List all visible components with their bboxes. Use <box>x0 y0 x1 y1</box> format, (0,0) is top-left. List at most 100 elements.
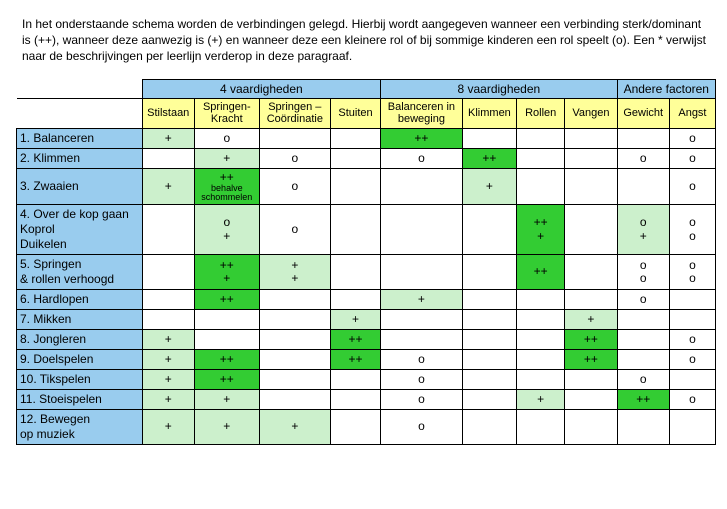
cell-value: ++ <box>348 332 362 346</box>
cell-value: o <box>673 272 712 285</box>
matrix-cell: +++ <box>194 255 259 290</box>
matrix-cell <box>259 310 330 330</box>
cell-value: o <box>621 272 666 285</box>
table-row: 9. Doelspelen+++++o++o <box>17 350 716 370</box>
cell-value: + <box>537 392 544 406</box>
row-label: 9. Doelspelen <box>17 350 143 370</box>
matrix-cell: o <box>669 390 715 410</box>
cell-value: + <box>520 230 561 243</box>
skills-matrix-table: 4 vaardigheden8 vaardighedenAndere facto… <box>16 79 716 445</box>
row-label: 5. Springen & rollen verhoogd <box>17 255 143 290</box>
row-label: 3. Zwaaien <box>17 168 143 204</box>
matrix-cell <box>517 370 565 390</box>
matrix-cell <box>462 410 516 445</box>
table-row: 6. Hardlopen+++o <box>17 290 716 310</box>
matrix-cell <box>617 330 669 350</box>
matrix-cell <box>517 290 565 310</box>
row-label: 7. Mikken <box>17 310 143 330</box>
matrix-cell: oo <box>669 255 715 290</box>
matrix-cell: + <box>565 310 617 330</box>
matrix-cell: + <box>194 148 259 168</box>
matrix-cell <box>617 410 669 445</box>
matrix-cell: o <box>617 290 669 310</box>
table-body: 1. Balanceren+o++o2. Klimmen+oo++oo3. Zw… <box>17 128 716 444</box>
cell-value: + <box>165 372 172 386</box>
matrix-cell <box>330 370 380 390</box>
matrix-cell: + <box>194 390 259 410</box>
group-header: 4 vaardigheden <box>142 79 381 98</box>
cell-value: ++ <box>414 131 428 145</box>
matrix-cell <box>669 290 715 310</box>
matrix-cell <box>259 350 330 370</box>
matrix-cell <box>669 410 715 445</box>
matrix-cell <box>142 148 194 168</box>
cell-value: o <box>673 216 712 229</box>
matrix-cell: o <box>669 148 715 168</box>
cell-value: + <box>165 179 172 193</box>
matrix-cell: o <box>259 205 330 255</box>
matrix-cell: + <box>517 390 565 410</box>
matrix-cell: o <box>669 350 715 370</box>
matrix-cell <box>330 390 380 410</box>
matrix-cell <box>565 255 617 290</box>
row-label: 4. Over de kop gaan Koprol Duikelen <box>17 205 143 255</box>
matrix-cell: ++ <box>565 350 617 370</box>
cell-value: o <box>291 222 298 236</box>
cell-value: ++ <box>534 264 548 278</box>
cell-value: + <box>223 151 230 165</box>
matrix-cell: o+ <box>194 205 259 255</box>
matrix-cell <box>259 128 330 148</box>
matrix-cell: o <box>669 330 715 350</box>
matrix-cell: + <box>194 410 259 445</box>
matrix-cell <box>517 350 565 370</box>
matrix-cell: ++ <box>381 128 463 148</box>
cell-value: + <box>291 419 298 433</box>
matrix-cell: + <box>142 168 194 204</box>
table-row: 3. Zwaaien+++behalve schommeleno+o <box>17 168 716 204</box>
cell-value: ++ <box>348 352 362 366</box>
matrix-cell: + <box>259 410 330 445</box>
table-row: 7. Mikken++ <box>17 310 716 330</box>
matrix-cell: o <box>381 350 463 370</box>
cell-value: + <box>223 392 230 406</box>
cell-value: + <box>165 419 172 433</box>
matrix-cell <box>565 410 617 445</box>
sub-header-row: StilstaanSpringen- KrachtSpringen – Coör… <box>17 98 716 128</box>
table-row: 2. Klimmen+oo++oo <box>17 148 716 168</box>
cell-value: o <box>689 151 696 165</box>
matrix-cell: o <box>259 148 330 168</box>
cell-value: ++ <box>220 372 234 386</box>
cell-value: + <box>198 272 256 285</box>
table-row: 5. Springen & rollen verhoogd+++++++oooo <box>17 255 716 290</box>
matrix-cell: + <box>142 330 194 350</box>
matrix-cell <box>259 370 330 390</box>
matrix-cell: ++ <box>194 290 259 310</box>
cell-value: o <box>223 131 230 145</box>
matrix-cell: + <box>142 370 194 390</box>
matrix-cell <box>617 168 669 204</box>
matrix-cell <box>462 350 516 370</box>
cell-value: o <box>418 419 425 433</box>
matrix-cell <box>517 310 565 330</box>
matrix-cell: o <box>381 148 463 168</box>
cell-value: ++ <box>636 392 650 406</box>
matrix-cell <box>381 255 463 290</box>
row-label: 1. Balanceren <box>17 128 143 148</box>
matrix-cell <box>617 128 669 148</box>
matrix-cell: ++ <box>330 330 380 350</box>
matrix-cell <box>669 310 715 330</box>
matrix-cell <box>330 410 380 445</box>
matrix-cell: o <box>617 148 669 168</box>
matrix-cell: ++behalve schommelen <box>194 168 259 204</box>
cell-value: o <box>198 216 256 229</box>
row-label: 2. Klimmen <box>17 148 143 168</box>
matrix-cell <box>517 128 565 148</box>
matrix-cell <box>565 290 617 310</box>
matrix-cell <box>517 148 565 168</box>
matrix-cell <box>462 290 516 310</box>
cell-value: o <box>640 292 647 306</box>
column-header: Rollen <box>517 98 565 128</box>
column-header: Balanceren in beweging <box>381 98 463 128</box>
cell-value: o <box>418 151 425 165</box>
matrix-cell <box>259 290 330 310</box>
